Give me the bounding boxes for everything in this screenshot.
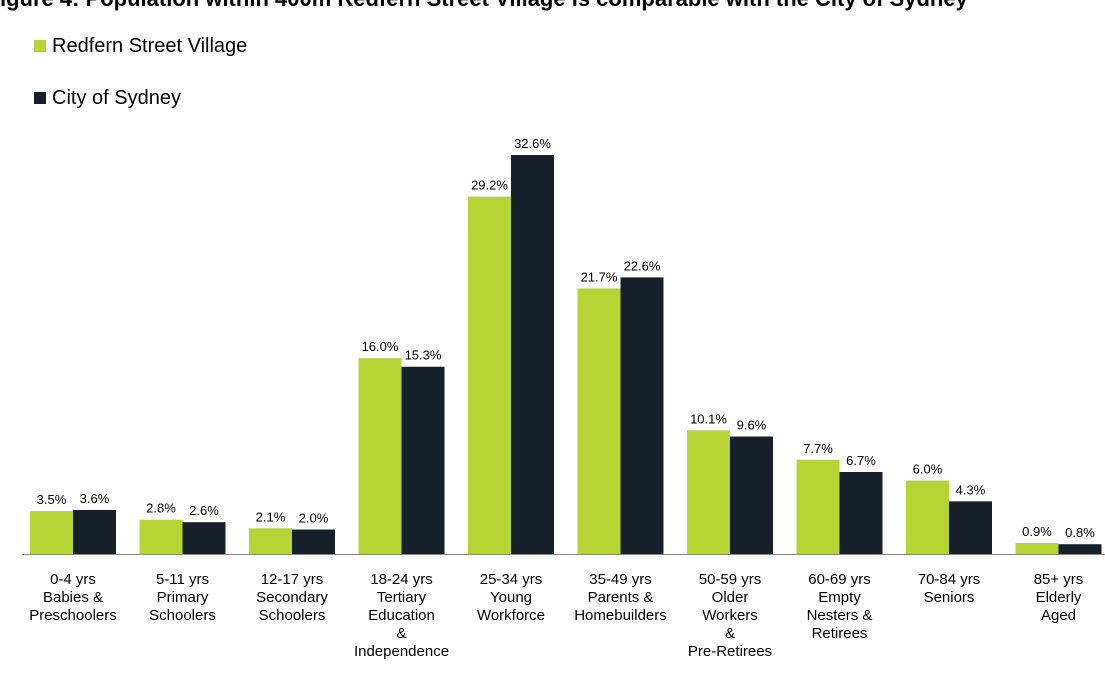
x-tick-label-5-1: Parents & (588, 589, 654, 606)
x-tick-label-9-2: Aged (1041, 607, 1076, 624)
data-label-city-of-sydney-6: 9.6% (737, 418, 767, 433)
bar-city-of-sydney-3 (401, 366, 445, 554)
x-tick-label-3-3: & (396, 625, 406, 642)
data-label-redfern-4: 29.2% (471, 178, 508, 193)
data-label-redfern-1: 2.8% (146, 501, 176, 516)
data-label-redfern-6: 10.1% (690, 411, 727, 426)
bar-redfern-0 (30, 511, 73, 554)
data-label-city-of-sydney-1: 2.6% (189, 503, 219, 518)
bar-city-of-sydney-1 (182, 522, 226, 554)
x-tick-label-2-1: Secondary (256, 589, 328, 606)
bar-redfern-1 (139, 519, 183, 554)
bar-redfern-3 (358, 358, 402, 554)
x-tick-label-4-0: 25-34 yrs (480, 571, 543, 588)
legend-label-redfern: Redfern Street Village (52, 34, 248, 57)
data-label-city-of-sydney-8: 4.3% (956, 482, 986, 497)
x-tick-label-7-0: 60-69 yrs (808, 571, 871, 588)
x-tick-label-0-2: Preschoolers (29, 607, 117, 624)
data-label-city-of-sydney-9: 0.8% (1065, 525, 1095, 540)
bar-redfern-4 (468, 196, 511, 554)
legend-item-redfern: Redfern Street Village (34, 34, 247, 58)
bar-city-of-sydney-7 (839, 471, 883, 554)
x-tick-label-3-4: Independence (354, 643, 449, 660)
bar-redfern-7 (796, 459, 840, 554)
x-tick-label-5-0: 35-49 yrs (589, 571, 652, 588)
x-tick-label-0-0: 0-4 yrs (50, 571, 96, 588)
data-label-city-of-sydney-3: 15.3% (405, 348, 442, 363)
data-label-redfern-7: 7.7% (803, 441, 833, 456)
bar-city-of-sydney-8 (949, 501, 992, 554)
legend-swatch-city-of-sydney (34, 92, 46, 104)
bar-redfern-5 (577, 288, 621, 554)
legend-item-city-of-sydney: City of Sydney (34, 86, 181, 110)
data-label-redfern-3: 16.0% (362, 339, 399, 354)
x-tick-label-3-0: 18-24 yrs (370, 571, 433, 588)
x-tick-label-6-4: Pre-Retirees (688, 643, 772, 660)
data-label-redfern-9: 0.9% (1022, 524, 1052, 539)
x-tick-label-5-2: Homebuilders (574, 607, 667, 624)
x-tick-label-1-0: 5-11 yrs (156, 571, 209, 588)
x-tick-label-6-0: 50-59 yrs (699, 571, 762, 588)
data-label-city-of-sydney-7: 6.7% (846, 453, 876, 468)
data-label-city-of-sydney-5: 22.6% (624, 258, 661, 273)
bar-city-of-sydney-9 (1058, 544, 1102, 554)
bar-city-of-sydney-4 (511, 155, 554, 554)
data-label-city-of-sydney-4: 32.6% (514, 136, 551, 151)
x-tick-label-2-0: 12-17 yrs (261, 571, 324, 588)
x-tick-label-4-1: Young (490, 589, 532, 606)
x-tick-label-1-1: Primary (157, 589, 209, 606)
data-label-redfern-2: 2.1% (256, 509, 286, 524)
bar-city-of-sydney-0 (73, 509, 116, 554)
bar-redfern-8 (906, 480, 949, 554)
data-label-redfern-8: 6.0% (913, 462, 943, 477)
bar-redfern-2 (249, 528, 292, 554)
chart-title: igure 4: Population within 400m Redfern … (0, 0, 968, 12)
x-tick-label-0-1: Babies & (43, 589, 103, 606)
data-label-redfern-0: 3.5% (37, 492, 67, 507)
bar-city-of-sydney-6 (730, 436, 773, 554)
x-tick-label-6-2: Workers (702, 607, 758, 624)
bar-city-of-sydney-2 (292, 529, 335, 554)
x-tick-label-1-2: Schoolers (149, 607, 216, 624)
data-label-city-of-sydney-0: 3.6% (80, 491, 110, 506)
x-tick-label-9-0: 85+ yrs (1034, 571, 1084, 588)
bar-redfern-6 (687, 430, 730, 554)
legend-label-city-of-sydney: City of Sydney (52, 86, 181, 109)
x-tick-label-4-2: Workforce (477, 607, 545, 624)
x-tick-label-3-2: Education (368, 607, 435, 624)
data-label-redfern-5: 21.7% (581, 269, 618, 284)
bar-redfern-9 (1015, 542, 1059, 554)
x-tick-label-6-1: Older (712, 589, 749, 606)
bar-city-of-sydney-5 (620, 277, 664, 554)
x-tick-label-2-2: Schoolers (259, 607, 326, 624)
x-tick-label-8-1: Seniors (924, 589, 975, 606)
x-tick-label-3-1: Tertiary (377, 589, 427, 606)
x-tick-label-7-2: Nesters & (807, 607, 873, 624)
legend-swatch-redfern (34, 40, 46, 52)
x-tick-label-8-0: 70-84 yrs (918, 571, 981, 588)
x-tick-label-7-1: Empty (818, 589, 861, 606)
x-tick-label-9-1: Elderly (1036, 589, 1082, 606)
x-tick-label-6-3: & (725, 625, 735, 642)
x-tick-label-7-3: Retirees (812, 625, 868, 642)
data-label-city-of-sydney-2: 2.0% (299, 511, 329, 526)
